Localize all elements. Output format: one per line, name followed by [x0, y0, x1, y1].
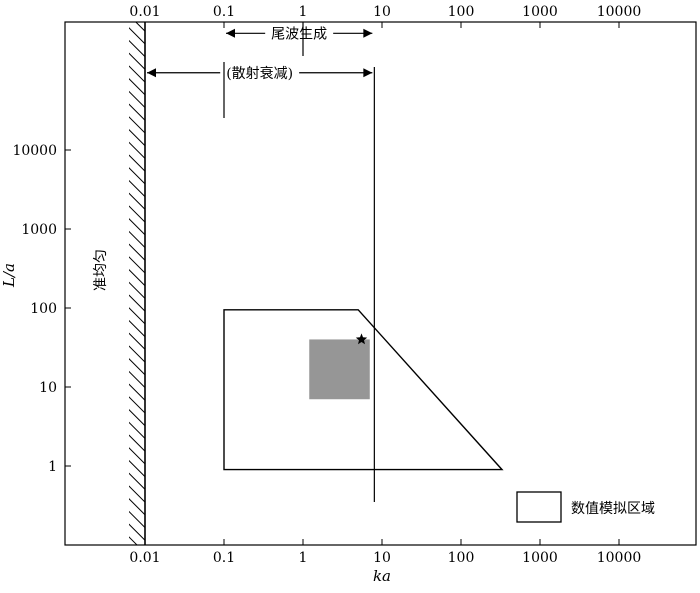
x-tick-label-top: 0.01 — [129, 4, 160, 20]
legend-swatch — [516, 491, 562, 523]
regime-label: (散射衰减) — [226, 65, 293, 82]
y-axis-label: L/a — [0, 263, 18, 288]
x-tick-label-bottom: 0.01 — [129, 550, 160, 566]
x-tick-label-top: 100 — [448, 4, 475, 20]
x-axis-label: ka — [373, 567, 391, 585]
x-tick-label-bottom: 1 — [299, 550, 308, 566]
shaded-rectangle — [309, 339, 370, 400]
hatched-region — [129, 22, 145, 545]
x-tick-label-bottom: 10000 — [597, 550, 642, 566]
y-tick-label: 100 — [30, 301, 57, 317]
regime-label: 大角散射 — [271, 0, 327, 1]
regime-arrow-left-head — [226, 28, 235, 38]
star-marker — [355, 333, 368, 345]
y-tick-label: 1 — [48, 459, 57, 475]
y-tick-label: 10 — [39, 380, 57, 396]
plot-frame — [64, 21, 697, 546]
simulation-region-polygon — [223, 309, 504, 471]
regime-label: 尾波生成 — [271, 26, 327, 42]
x-tick-label-top: 10 — [373, 4, 391, 20]
x-tick-label-top: 1000 — [522, 4, 558, 20]
legend-label: 数值模拟区域 — [571, 501, 655, 517]
x-tick-label-bottom: 1000 — [522, 550, 558, 566]
regime-arrow-right-head — [363, 28, 373, 38]
y-tick-label: 1000 — [21, 222, 57, 238]
regime-arrow-right-head — [363, 68, 373, 78]
regime-label: Rayleigh散射 — [63, 0, 153, 1]
x-tick-label-bottom: 10 — [373, 550, 391, 566]
regime-label: 小角散射(前向散射) — [469, 0, 592, 1]
x-tick-label-bottom: 100 — [448, 550, 475, 566]
x-tick-label-top: 1 — [299, 4, 308, 20]
quasi-uniform-label: 准均匀 — [93, 249, 109, 291]
x-tick-label-bottom: 0.1 — [213, 550, 235, 566]
x-tick-label-top: 0.1 — [213, 4, 235, 20]
x-tick-label-top: 10000 — [597, 4, 642, 20]
regime-arrow-left-head — [147, 68, 156, 78]
y-tick-label: 10000 — [12, 143, 57, 159]
